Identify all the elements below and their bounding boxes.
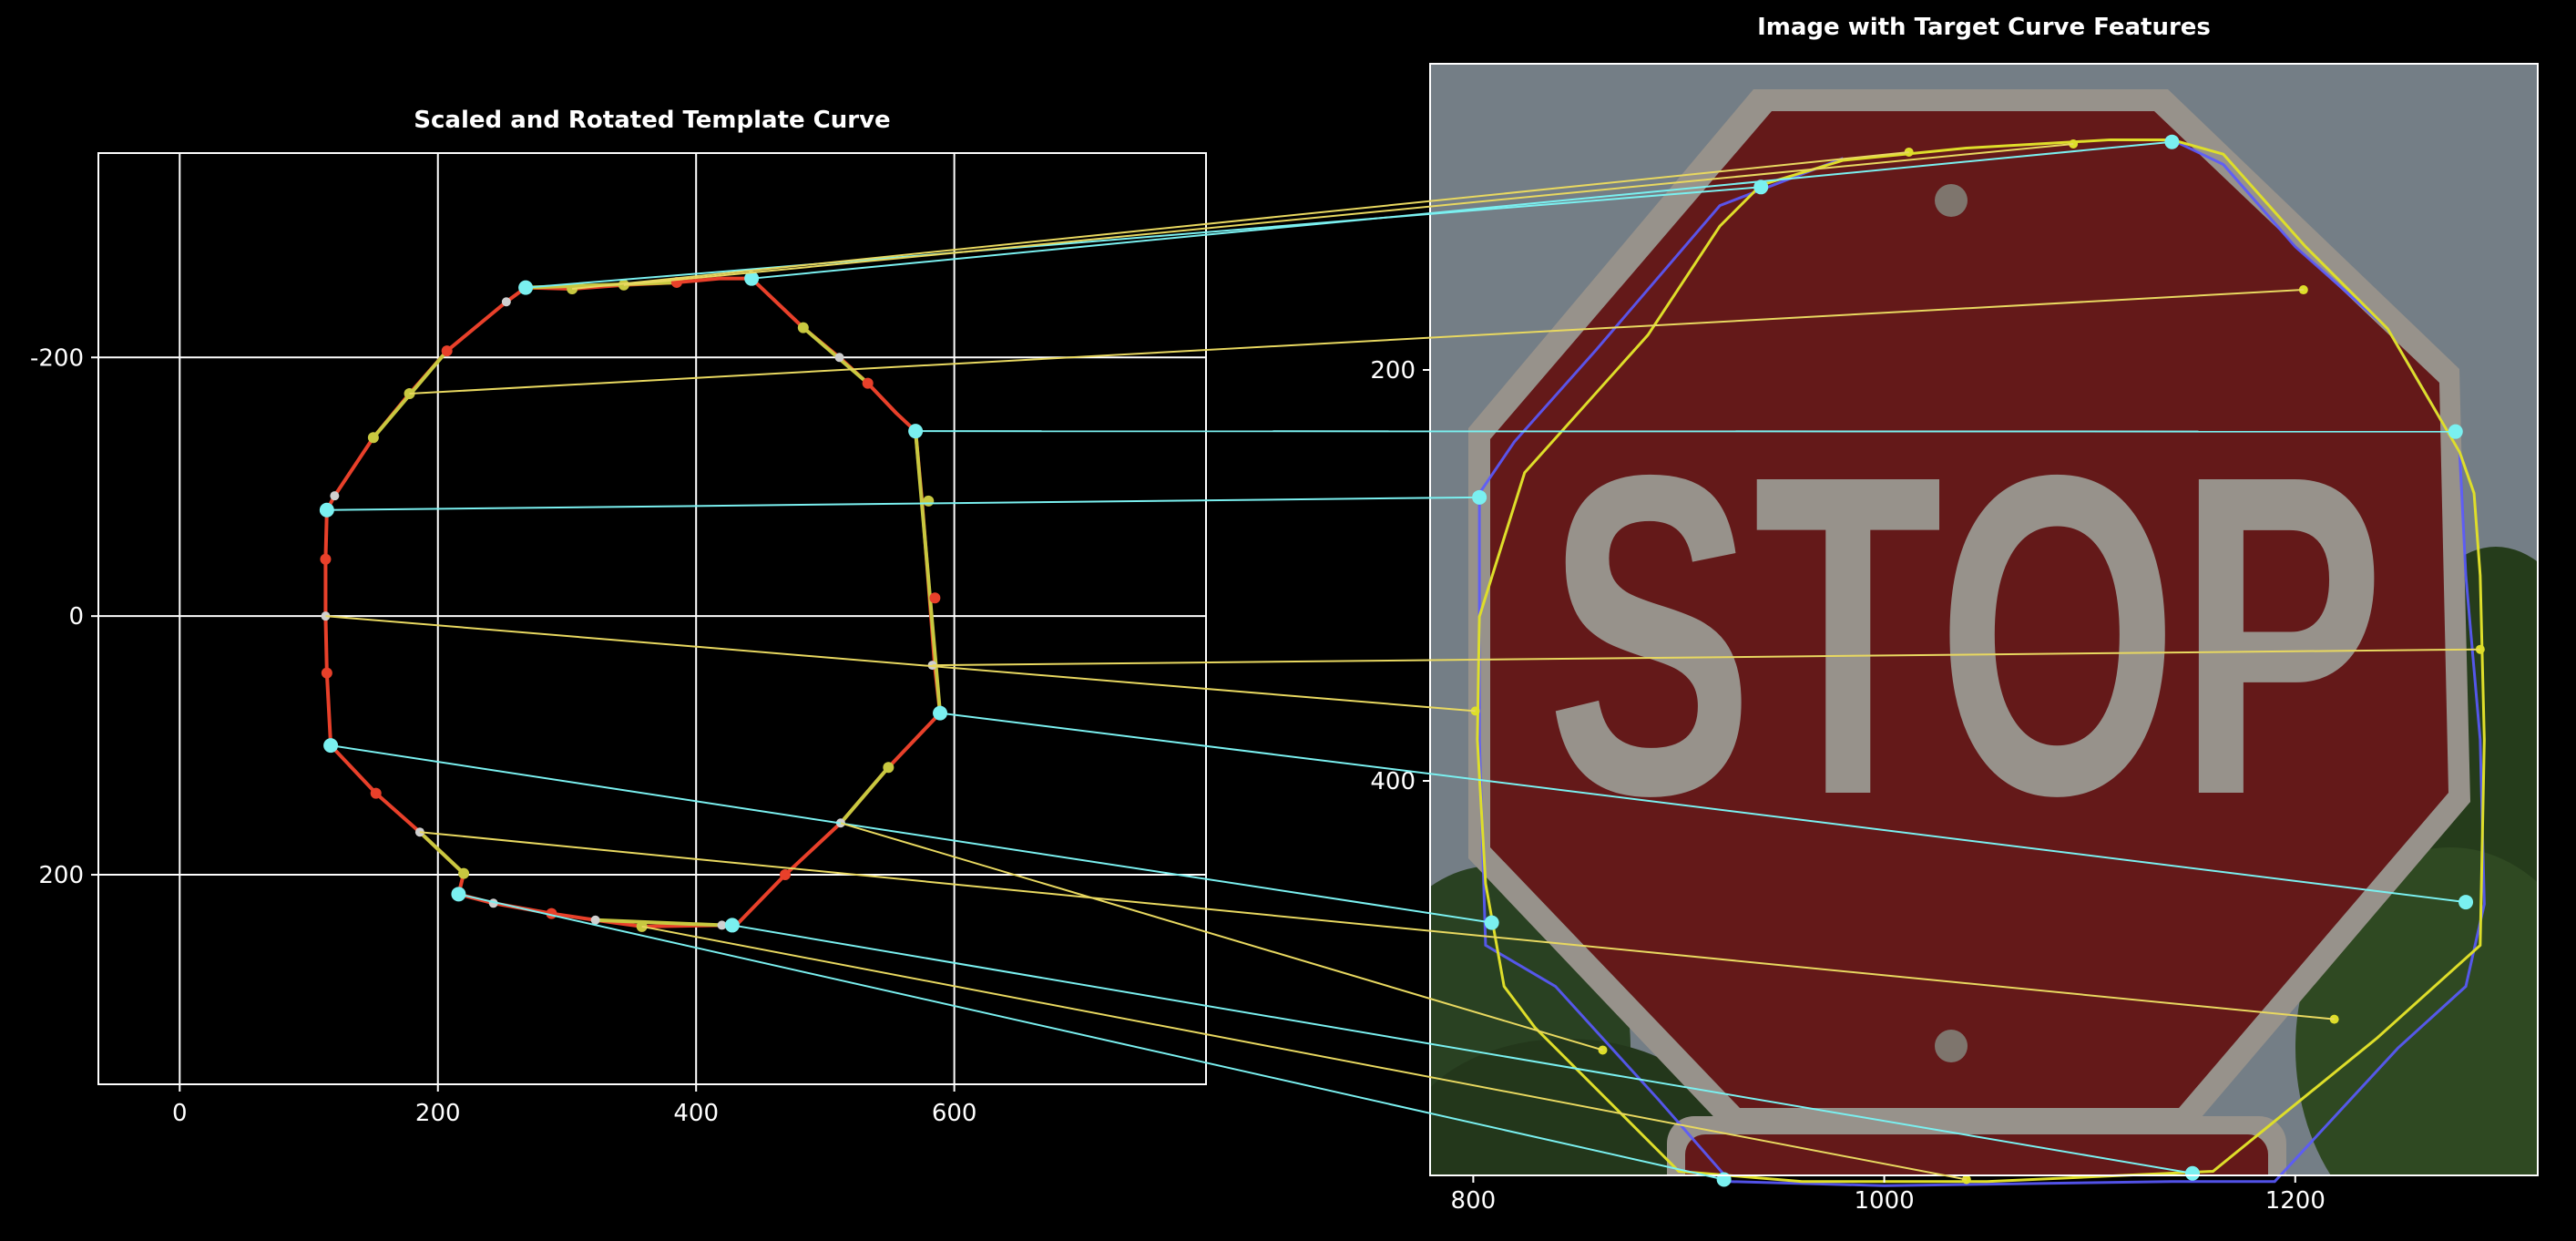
template-xtick-label: 0 [172,1100,188,1127]
template-red-point [441,345,453,357]
template-gray-point [717,920,727,930]
correspondence-line [526,186,1762,289]
stop-sign-text: STOP [1547,380,2385,889]
lower-sign [1685,1134,2268,1175]
template-chart-title: Scaled and Rotated Template Curve [414,107,890,134]
template-yellow-point [797,322,809,333]
template-ytick-label: -200 [30,344,84,372]
correspondence-line [419,831,2335,1020]
target-xtick-label: 1000 [1854,1187,1914,1215]
correspondence-line [751,140,2172,280]
template-yellow-point [367,432,379,444]
correspondence-lines [325,140,2480,1181]
template-grid [98,153,1206,1084]
stop-sign-face [1490,111,2448,1108]
correspondence-line [572,150,1909,291]
template-red-point [929,592,941,604]
target-curve-yellow [1476,138,2486,1184]
correspondence-line [840,822,1603,1051]
correspondence-line [939,712,2467,904]
correspondence-line [623,142,2074,286]
target-chart-title: Image with Target Curve Features [1757,14,2211,41]
correspondence-line [731,924,2193,1174]
target-axes: Image with Target Curve Features STOP [1370,14,2539,1215]
image-dim-overlay [1430,64,2538,1175]
template-gray-point [590,915,600,925]
template-red-point [779,869,791,881]
correspondence-line [641,925,1968,1181]
template-yellow-point [883,762,894,774]
top-bolt [1935,184,1968,217]
template-ticks: 0 200 400 600 -200 0 200 [30,344,976,1127]
template-yellow-point [923,495,935,507]
template-axes: Scaled and Rotated Template Curve 0 200 40… [30,107,1207,1127]
template-xtick-label: 400 [673,1100,719,1127]
target-ticks: 800 1000 1200 200 400 [1370,357,2326,1215]
template-gray-point [834,353,844,363]
correspondence-line [330,744,1492,924]
correspondence-line [458,893,1724,1181]
template-red-point [370,787,382,799]
stop-sign-image: STOP [1430,64,2538,1175]
correspondence-line [932,648,2480,667]
template-axes-frame [97,152,1207,1085]
template-ytick-label: 0 [68,603,84,631]
target-xtick-label: 800 [1451,1187,1497,1215]
target-axes-frame [1429,63,2539,1176]
target-ytick-label: 200 [1370,357,1416,385]
correspondence-line [409,289,2304,395]
target-curves [1476,138,2486,1187]
template-curve-segment [839,765,890,825]
template-red-point [862,377,874,389]
template-red-point [321,667,332,679]
template-gray-point [501,297,511,307]
template-ytick-label: 200 [38,862,84,889]
template-red-point [320,553,332,565]
bottom-bolt [1935,1030,1968,1062]
template-xtick-label: 200 [415,1100,461,1127]
target-xtick-label: 1200 [2265,1187,2326,1215]
template-yellow-point [458,867,470,879]
template-curve-segment [595,918,722,928]
template-curve-segment [418,830,465,876]
correspondence-line [326,496,1480,511]
template-gray-point [330,491,340,501]
target-ytick-label: 400 [1370,768,1416,795]
correspondence-line [325,615,1476,713]
template-xtick-label: 600 [932,1100,977,1127]
foliage-left-lower [1430,1039,1731,1175]
